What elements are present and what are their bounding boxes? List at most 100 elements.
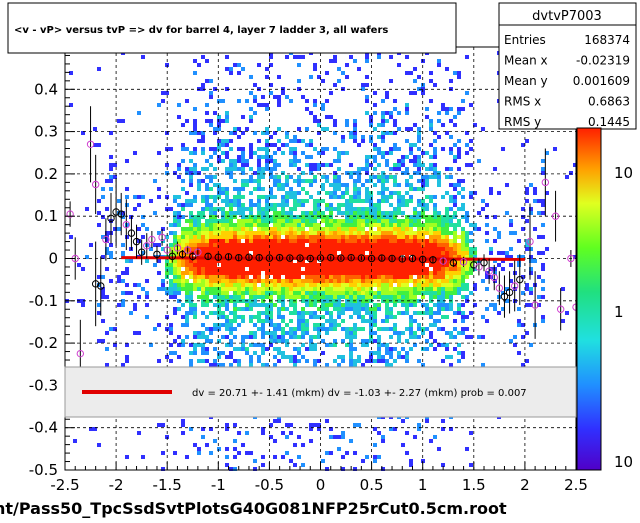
heatmap-cell bbox=[333, 83, 337, 87]
heatmap-cell bbox=[385, 151, 389, 155]
heatmap-cell bbox=[345, 247, 349, 251]
heatmap-cell bbox=[381, 247, 385, 251]
heatmap-cell bbox=[189, 351, 193, 355]
heatmap-cell bbox=[285, 243, 289, 247]
heatmap-cell bbox=[277, 179, 281, 183]
heatmap-cell bbox=[325, 227, 329, 231]
heatmap-cell bbox=[249, 191, 253, 195]
heatmap-cell bbox=[237, 291, 241, 295]
heatmap-cell bbox=[273, 235, 277, 239]
heatmap-cell bbox=[505, 255, 509, 259]
heatmap-cell bbox=[169, 267, 173, 271]
heatmap-cell bbox=[253, 251, 257, 255]
heatmap-cell bbox=[309, 315, 313, 319]
profile-point bbox=[567, 254, 575, 263]
heatmap-cell bbox=[249, 75, 253, 79]
heatmap-cell bbox=[337, 235, 341, 239]
heatmap-cell bbox=[229, 331, 233, 335]
heatmap-cell bbox=[221, 267, 225, 271]
heatmap-cell bbox=[341, 279, 345, 283]
heatmap-cell bbox=[205, 295, 209, 299]
heatmap-cell bbox=[389, 351, 393, 355]
heatmap-cell bbox=[249, 319, 253, 323]
heatmap-cell bbox=[181, 343, 185, 347]
heatmap-cell bbox=[161, 279, 165, 283]
heatmap-cell bbox=[181, 263, 185, 267]
heatmap-cell bbox=[333, 159, 337, 163]
heatmap-cell bbox=[137, 295, 141, 299]
heatmap-cell bbox=[289, 279, 293, 283]
heatmap-cell bbox=[401, 295, 405, 299]
heatmap-cell bbox=[293, 263, 297, 267]
heatmap-cell bbox=[145, 295, 149, 299]
heatmap-cell bbox=[381, 235, 385, 239]
heatmap-cell bbox=[249, 119, 253, 123]
heatmap-cell bbox=[333, 131, 337, 135]
heatmap-cell bbox=[305, 179, 309, 183]
heatmap-cell bbox=[429, 223, 433, 227]
heatmap-cell bbox=[313, 199, 317, 203]
heatmap-cell bbox=[277, 315, 281, 319]
heatmap-cell bbox=[293, 287, 297, 291]
profile-point bbox=[327, 253, 335, 262]
heatmap-cell bbox=[389, 191, 393, 195]
heatmap-cell bbox=[297, 323, 301, 327]
heatmap-cell bbox=[269, 191, 273, 195]
heatmap-cell bbox=[269, 55, 273, 59]
heatmap-cell bbox=[333, 175, 337, 179]
heatmap-cell bbox=[237, 251, 241, 255]
heatmap-cell bbox=[253, 315, 257, 319]
profile-point bbox=[158, 233, 166, 242]
heatmap-cell bbox=[213, 279, 217, 283]
stats-label: Mean y bbox=[504, 74, 548, 88]
heatmap-cell bbox=[233, 215, 237, 219]
heatmap-cell bbox=[213, 323, 217, 327]
heatmap-cell bbox=[309, 339, 313, 343]
heatmap-cell bbox=[453, 271, 457, 275]
heatmap-cell bbox=[233, 279, 237, 283]
heatmap-cell bbox=[261, 455, 265, 459]
heatmap-cell bbox=[297, 251, 301, 255]
heatmap-cell bbox=[445, 307, 449, 311]
heatmap-cell bbox=[197, 179, 201, 183]
heatmap-cell bbox=[357, 143, 361, 147]
heatmap-cell bbox=[221, 159, 225, 163]
heatmap-cell bbox=[241, 271, 245, 275]
heatmap-cell bbox=[369, 323, 373, 327]
heatmap-cell bbox=[197, 331, 201, 335]
heatmap-cell bbox=[345, 255, 349, 259]
heatmap-cell bbox=[469, 255, 473, 259]
heatmap-cell bbox=[261, 427, 265, 431]
heatmap-cell bbox=[273, 231, 277, 235]
heatmap-cell bbox=[357, 231, 361, 235]
heatmap-cell bbox=[233, 127, 237, 131]
heatmap-cell bbox=[397, 287, 401, 291]
heatmap-cell bbox=[229, 355, 233, 359]
heatmap-cell bbox=[381, 151, 385, 155]
heatmap-cell bbox=[369, 351, 373, 355]
heatmap-cell bbox=[441, 427, 445, 431]
heatmap-cell bbox=[181, 203, 185, 207]
profile-point bbox=[306, 254, 314, 263]
profile-point bbox=[556, 305, 565, 313]
heatmap-cell bbox=[337, 239, 341, 243]
heatmap-cell bbox=[213, 199, 217, 203]
heatmap-cell bbox=[457, 351, 461, 355]
heatmap-cell bbox=[281, 339, 285, 343]
heatmap-cell bbox=[429, 307, 433, 311]
heatmap-cell bbox=[249, 91, 253, 95]
heatmap-cell bbox=[285, 239, 289, 243]
heatmap-cell bbox=[441, 271, 445, 275]
heatmap-cell bbox=[337, 307, 341, 311]
heatmap-cell bbox=[261, 95, 265, 99]
heatmap-cell bbox=[257, 167, 261, 171]
heatmap-cell bbox=[465, 283, 469, 287]
heatmap-cell bbox=[301, 55, 305, 59]
heatmap-cell bbox=[253, 99, 257, 103]
heatmap-cell bbox=[521, 363, 525, 367]
heatmap-cell bbox=[249, 331, 253, 335]
heatmap-cell bbox=[273, 259, 277, 263]
heatmap-cell bbox=[229, 275, 233, 279]
heatmap-cell bbox=[401, 231, 405, 235]
